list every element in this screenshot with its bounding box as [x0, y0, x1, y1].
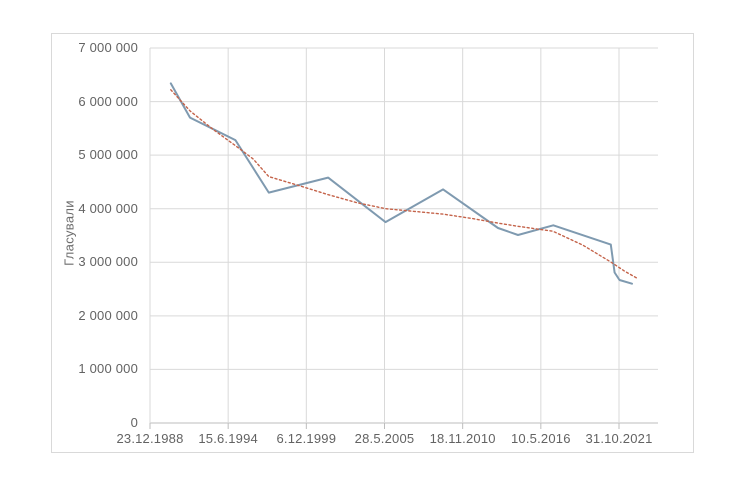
x-axis-tick-label: 23.12.1988: [116, 431, 184, 446]
chart-frame: [51, 33, 694, 453]
y-axis-tick-label: 0: [130, 415, 138, 430]
x-axis-tick-label: 15.6.1994: [198, 431, 258, 446]
x-axis-tick-label: 6.12.1999: [276, 431, 337, 446]
trend-series-line: [170, 89, 637, 279]
y-axis-tick-label: 2 000 000: [78, 307, 138, 323]
x-axis-tick-label: 31.10.2021: [585, 431, 653, 446]
x-axis-tick-label: 10.5.2016: [511, 431, 571, 446]
y-axis-tick-label: 3 000 000: [78, 254, 138, 270]
x-axis-tick-label: 28.5.2005: [354, 431, 415, 446]
y-axis-tick-label: 6 000 000: [78, 93, 138, 109]
y-axis-tick-label: 4 000 000: [78, 200, 138, 216]
y-axis-tick-label: 1 000 000: [78, 361, 138, 377]
x-axis-tick-label: 18.11.2010: [429, 431, 496, 446]
y-axis-tick-label: 7 000 000: [78, 40, 138, 55]
y-axis-tick-label: 5 000 000: [78, 147, 138, 163]
voters-series-line: [169, 82, 633, 285]
